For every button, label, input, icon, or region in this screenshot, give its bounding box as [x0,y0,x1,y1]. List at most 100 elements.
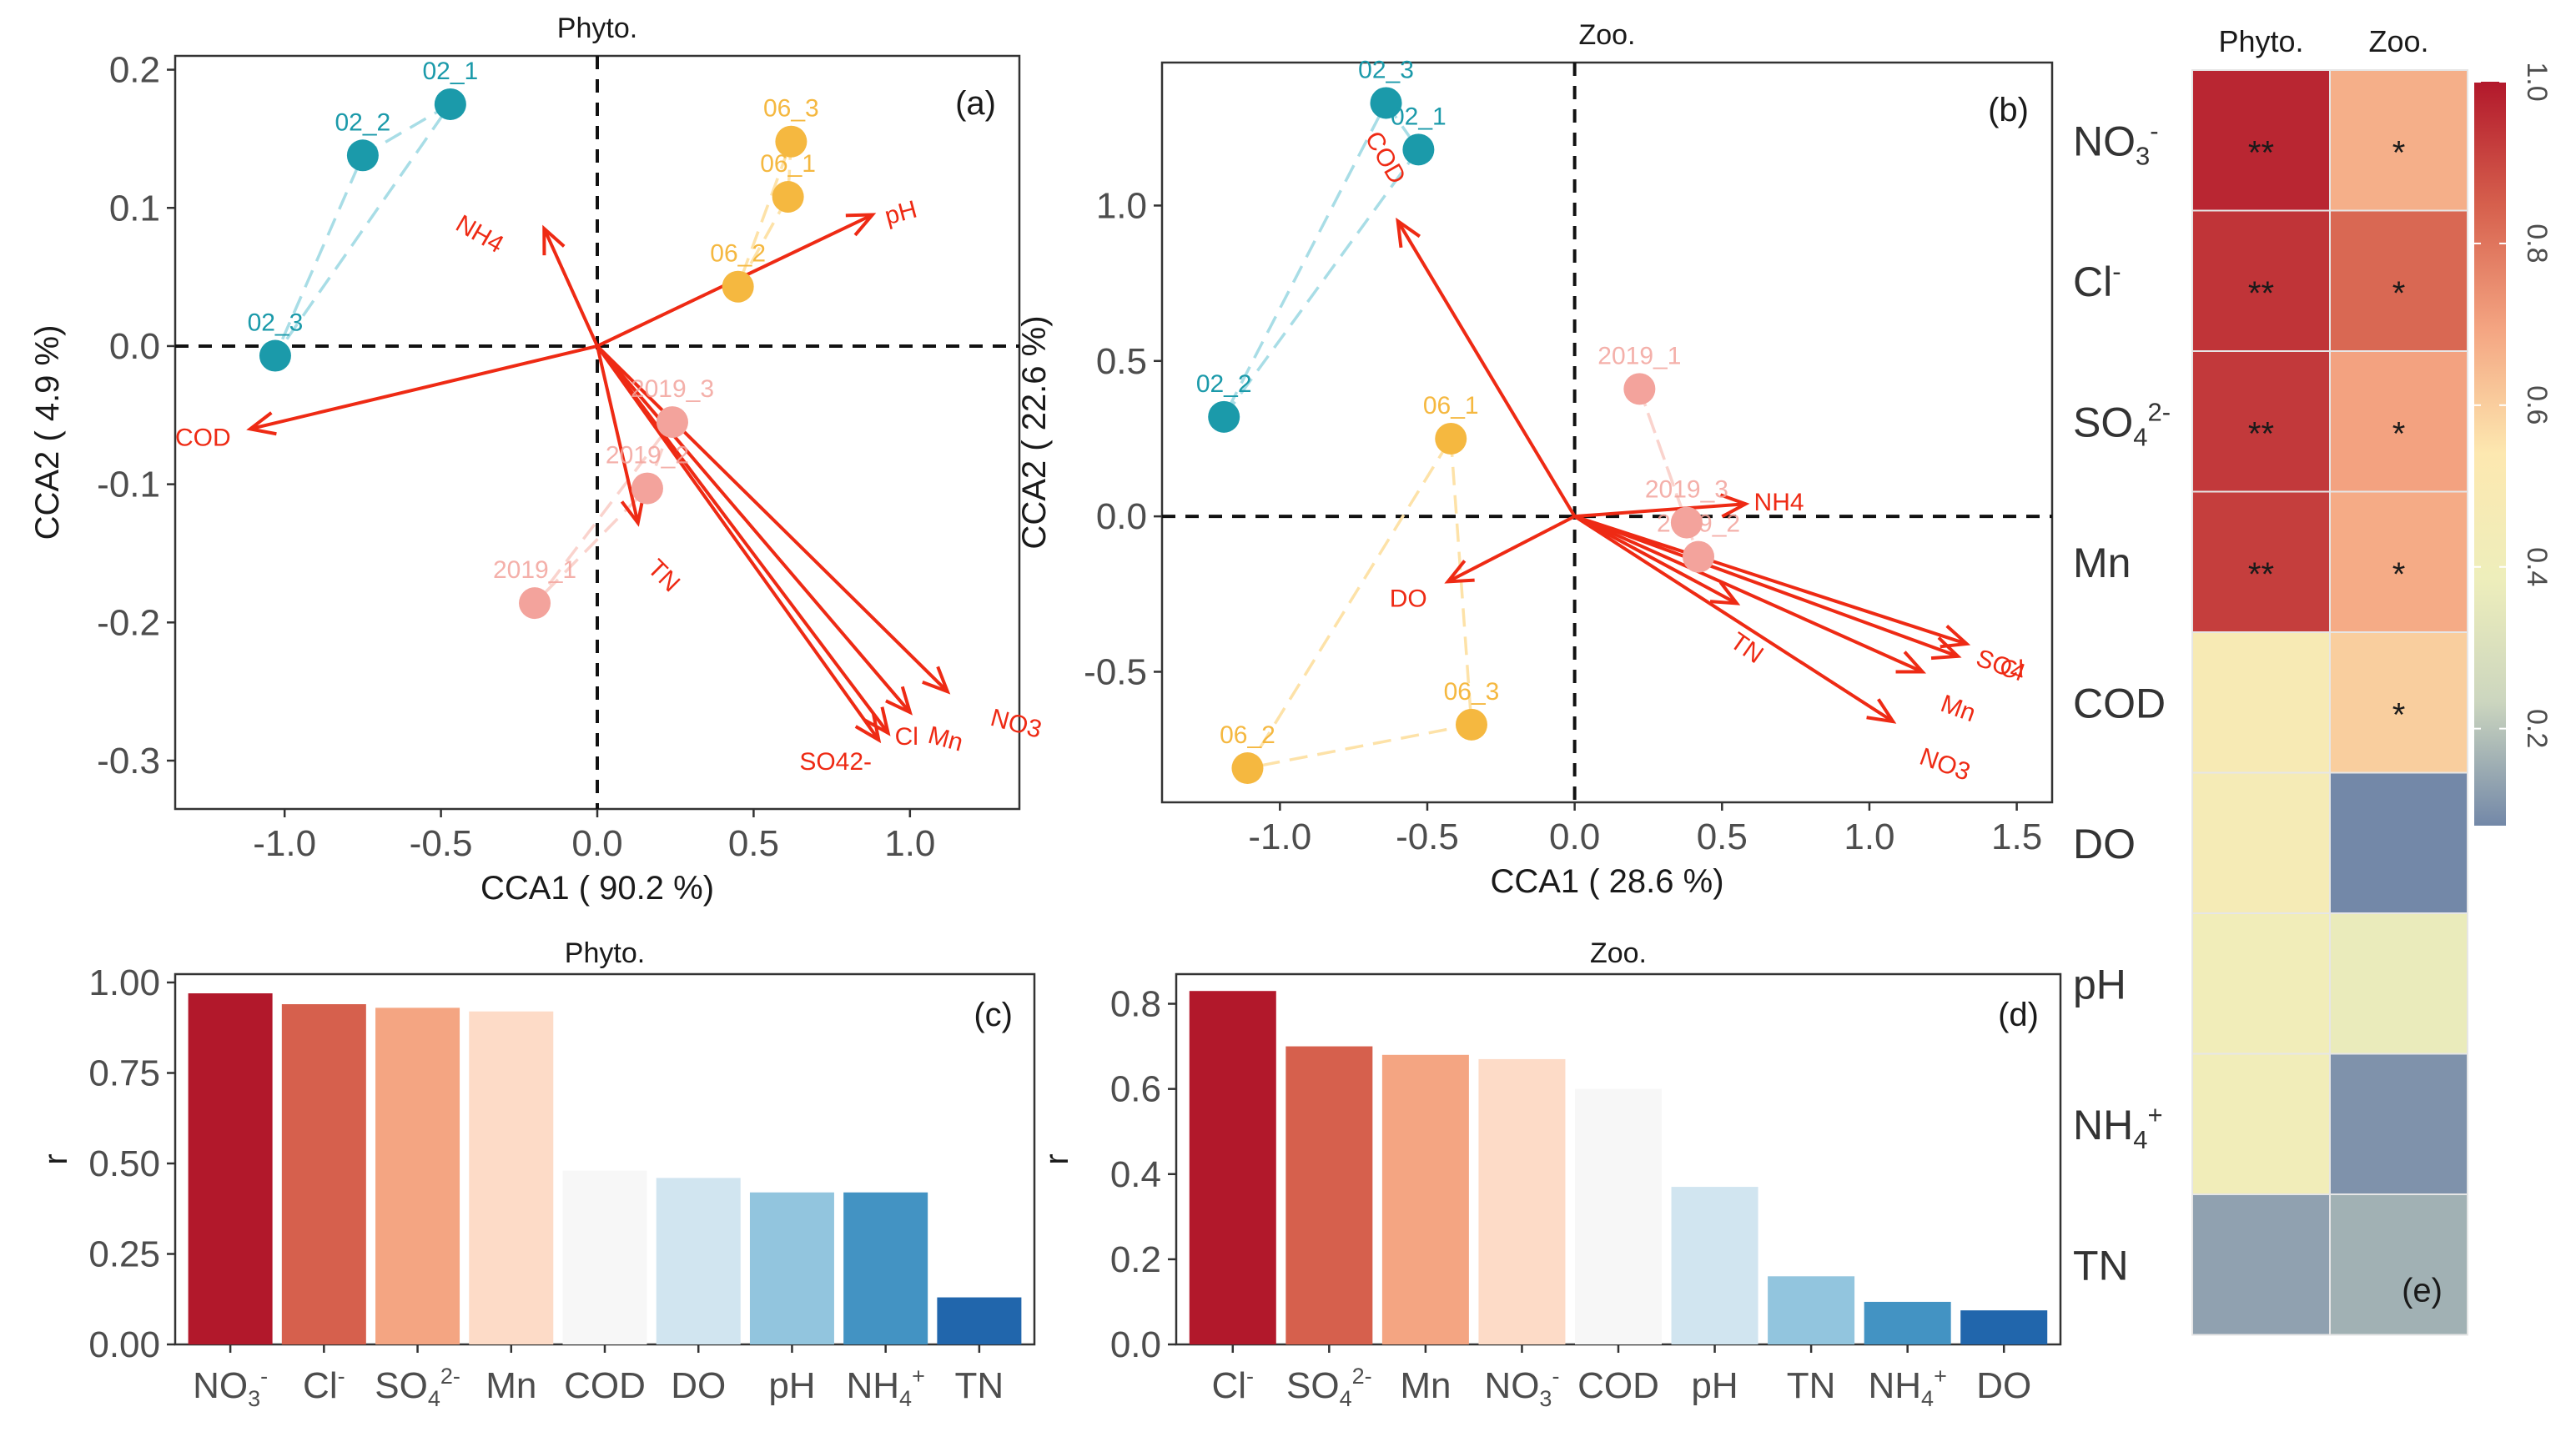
env-vector-cl [596,344,890,735]
env-vector-head [620,496,645,527]
x-tick-label-sub: 4 [428,1386,440,1411]
x-tick-label-sub: 3 [1539,1386,1552,1411]
colorbar-tick-label: 0.2 [2521,709,2553,748]
sample-point [519,587,551,620]
chart-title: Zoo. [1590,937,1647,969]
env-vector-mn [596,344,912,714]
heatmap-cell [2329,1193,2468,1336]
y-tick-label: 1.0 [1096,185,1147,226]
y-tick-label: 0.0 [1110,1324,1161,1365]
heatmap-row-label: pH [2073,961,2126,1007]
x-tick-label: DO [1976,1365,2031,1406]
sample-label: 2019_2 [1657,510,1740,538]
heatmap-row-label-base: NO [2073,118,2136,164]
heatmap-cell [2191,490,2331,633]
bar [1381,1054,1469,1344]
sample-point [259,339,291,372]
sample-point [1670,506,1703,539]
y-tick-label: 0.0 [1096,496,1147,537]
colorbar-tick-label: 0.6 [2521,385,2553,425]
sample-label: 06_1 [1423,392,1479,420]
sample-label: 06_3 [763,95,819,123]
heatmap-column-label: Zoo. [2368,24,2428,58]
sample-point [434,88,466,120]
panel-tag: (e) [2402,1273,2443,1309]
y-tick-label: 0.4 [1110,1154,1161,1195]
x-tick-label: TN [955,1365,1004,1406]
sample-label: 02_1 [1391,103,1446,130]
x-tick-label: 1.0 [884,823,935,864]
panel-e-heatmap: Phyto. Zoo.NO3-** *Cl-** *SO42-** *Mn ** *COD *… [2073,24,2553,1336]
heatmap-row-label: COD [2073,680,2166,726]
sample-label: 02_2 [335,108,391,136]
sample-label: 06_3 [1444,678,1500,706]
panel-tag: (b) [1988,92,2029,128]
panel-a-cca-phyto: Phyto. -1.0 -0.5 0.0 0.5 1.0 0.2 0.1 0.0 -0.1 -0.2… [29,13,1044,907]
bar [843,1192,928,1344]
colorbar-tick-label: 0.8 [2521,224,2553,263]
env-vector-cod [1396,220,1577,518]
panel-tag: (c) [974,997,1013,1033]
sample-label: 02_3 [248,309,304,337]
x-tick-label-base: TN [955,1365,1004,1406]
panel-tag: (d) [1998,997,2039,1033]
x-tick-label: 1.5 [1991,816,2042,857]
x-tick-label-base: Cl [1211,1365,1246,1406]
heatmap-cell [2191,771,2331,914]
heatmap-cell [2329,912,2468,1055]
bar [1960,1310,2048,1344]
sample-point [1683,540,1715,573]
significance-mark: ** [2248,275,2274,312]
y-tick-label: -0.1 [97,465,160,505]
x-tick-label: 0.0 [1549,816,1600,857]
x-tick-label: -1.0 [253,823,316,864]
bar [656,1178,741,1344]
heatmap-row-label-base: TN [2073,1242,2129,1289]
env-vector-label: Cl [895,723,918,751]
x-tick-label-sup: + [1934,1364,1947,1389]
x-tick-label-sup: 2- [1352,1364,1372,1389]
heatmap-row-label-base: DO [2073,821,2136,867]
x-tick-label: 0.5 [1697,816,1748,857]
y-tick-label: 0.6 [1110,1069,1161,1110]
env-vector-head [1895,651,1927,674]
heatmap-row-label-base: Cl [2073,259,2112,305]
env-vector-do [1446,515,1576,584]
env-vector-label: COD [175,424,231,451]
sample-label: 02_1 [422,58,478,85]
sample-label: 2019_3 [1645,476,1728,504]
env-vector-cl [1574,515,1968,646]
bar [1478,1058,1566,1344]
heatmap-row-label-base: Mn [2073,540,2131,586]
x-axis-label: CCA1 ( 90.2 %) [480,870,714,907]
heatmap-cell [2329,771,2468,914]
bar [937,1297,1022,1344]
x-tick-label-sub: 4 [1921,1386,1934,1411]
y-tick-label: -0.3 [97,741,160,781]
sample-point [1402,133,1435,166]
x-tick-label: NH4+ [846,1364,924,1411]
x-tick-label: pH [1691,1365,1738,1406]
heatmap-row-label-base: NH [2073,1102,2133,1148]
heatmap-row-label: SO42- [2073,397,2171,451]
sample-point [722,270,754,303]
heatmap-row-label-base: SO [2073,399,2133,445]
y-tick-label: 0.1 [109,188,160,229]
y-tick-label: 0.00 [88,1324,160,1365]
bar [1768,1276,1855,1344]
bar [1671,1187,1758,1344]
bar [281,1004,366,1344]
heatmap-row-label-sup: - [2150,116,2158,145]
y-tick-label: 0.0 [109,326,160,367]
sample-point [1370,87,1402,119]
group-hull-2019 [1638,388,1700,558]
x-tick-label-sup: - [1246,1364,1254,1389]
x-tick-label-base: DO [671,1365,726,1406]
heatmap-row-label: NO3- [2073,116,2159,170]
y-tick-label: -0.5 [1084,651,1147,692]
env-vector-head [1866,698,1897,724]
x-tick-label-base: NH [846,1365,899,1406]
x-tick-label-base: Cl [303,1365,338,1406]
plot-frame [1160,61,2054,804]
x-tick-label: Mn [1400,1365,1451,1406]
